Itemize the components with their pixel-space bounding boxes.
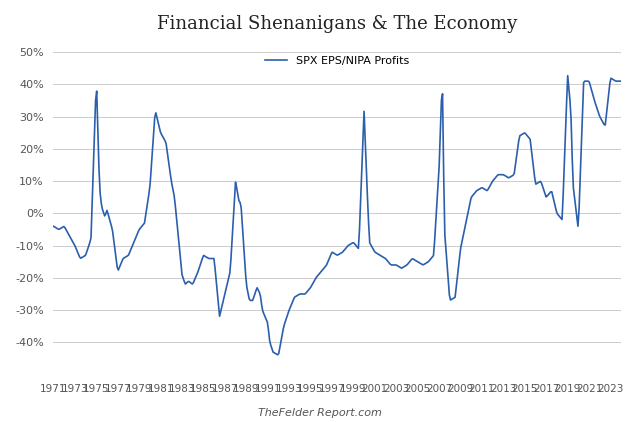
SPX EPS/NIPA Profits (388, 262, 396, 268)
Line: SPX EPS/NIPA Profits: SPX EPS/NIPA Profits (54, 76, 621, 355)
Text: TheFelder Report.com: TheFelder Report.com (258, 408, 382, 418)
Legend: SPX EPS/NIPA Profits: SPX EPS/NIPA Profits (260, 51, 414, 70)
SPX EPS/NIPA Profits (274, 352, 282, 357)
SPX EPS/NIPA Profits (321, 265, 328, 271)
SPX EPS/NIPA Profits (516, 133, 524, 138)
SPX EPS/NIPA Profits (564, 73, 572, 78)
SPX EPS/NIPA Profits (324, 260, 332, 265)
SPX EPS/NIPA Profits (358, 168, 365, 173)
SPX EPS/NIPA Profits (50, 224, 58, 229)
SPX EPS/NIPA Profits (606, 81, 614, 87)
SPX EPS/NIPA Profits (618, 78, 625, 84)
Title: Financial Shenanigans & The Economy: Financial Shenanigans & The Economy (157, 15, 518, 33)
